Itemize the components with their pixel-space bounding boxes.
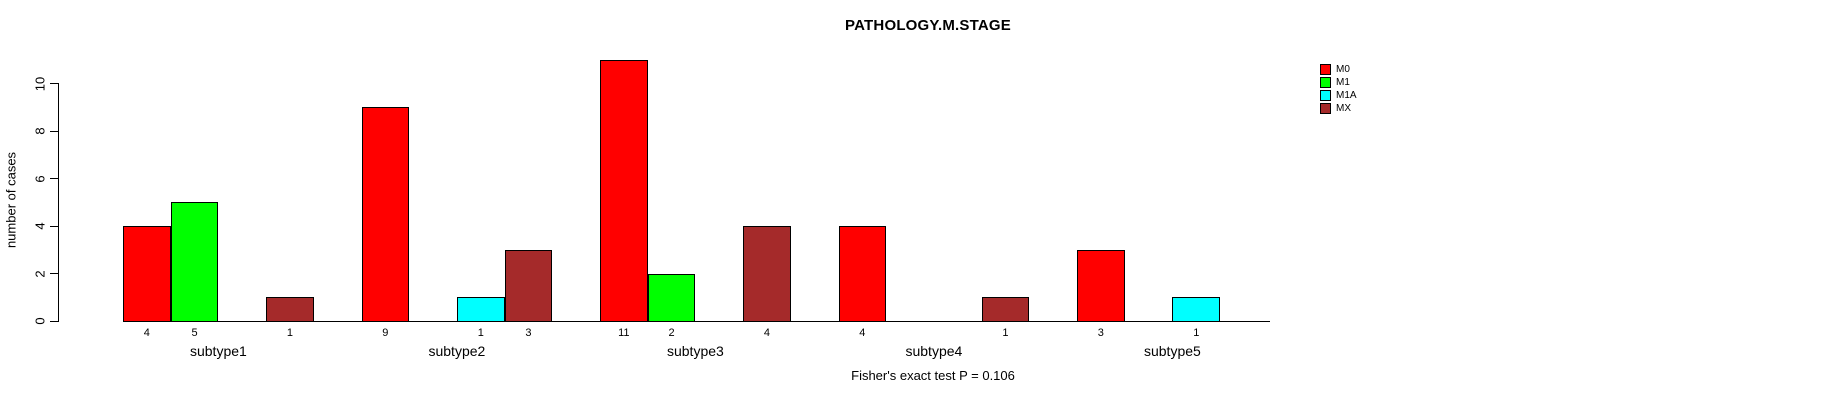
- bar-subtype1-MX: [266, 297, 314, 322]
- bar-value-label-subtype1-M0: 4: [143, 327, 150, 339]
- bar-value-label-subtype5-M1A: 1: [1193, 327, 1200, 339]
- legend-item-M1A: M1A: [1320, 89, 1357, 102]
- y-tick-label: 2: [32, 269, 48, 278]
- y-tick: [50, 83, 58, 84]
- bar-value-label-subtype2-M0: 9: [382, 327, 389, 339]
- legend-swatch-M1A: [1320, 90, 1331, 101]
- y-tick: [50, 178, 58, 179]
- bar-subtype4-M0: [838, 226, 887, 322]
- chart-title: PATHOLOGY.M.STAGE: [845, 17, 1011, 34]
- y-tick-label: 10: [32, 76, 48, 91]
- legend-label-M1: M1: [1336, 77, 1350, 88]
- x-axis-baseline: [123, 321, 1270, 322]
- y-tick: [50, 225, 58, 227]
- y-tick: [50, 273, 58, 274]
- legend-swatch-M1: [1320, 77, 1331, 88]
- bar-subtype3-M0: [600, 59, 648, 322]
- legend-label-M1A: M1A: [1336, 90, 1357, 101]
- bar-subtype5-M1A: [1172, 297, 1221, 322]
- bar-value-label-subtype1-MX: 1: [286, 327, 293, 339]
- category-label-subtype3: subtype3: [666, 343, 724, 359]
- category-label-subtype5: subtype5: [1143, 343, 1201, 359]
- y-axis-line: [58, 83, 59, 322]
- bar-subtype2-M0: [361, 107, 410, 322]
- bar-value-label-subtype3-M1: 2: [668, 327, 675, 339]
- annotation-text: Fisher's exact test P = 0.106: [851, 368, 1015, 383]
- bar-value-label-subtype4-MX: 1: [1002, 327, 1009, 339]
- bar-subtype1-M1: [170, 202, 219, 322]
- category-label-subtype1: subtype1: [189, 343, 247, 359]
- bar-value-label-subtype4-M0: 4: [859, 327, 866, 339]
- y-tick-label: 0: [32, 317, 48, 325]
- bar-value-label-subtype3-M0: 11: [618, 327, 630, 339]
- y-tick-label: 8: [32, 127, 48, 135]
- legend-item-M0: M0: [1320, 63, 1350, 76]
- y-tick-label: 6: [32, 174, 48, 183]
- legend-item-M1: M1: [1320, 76, 1350, 89]
- category-label-subtype4: subtype4: [905, 343, 963, 359]
- category-label-subtype2: subtype2: [428, 343, 486, 359]
- bar-subtype1-M0: [123, 226, 171, 322]
- bar-value-label-subtype1-M1: 5: [191, 327, 198, 339]
- bar-value-label-subtype5-M0: 3: [1097, 327, 1104, 339]
- bar-subtype3-MX: [743, 226, 791, 322]
- bar-subtype2-MX: [504, 249, 553, 322]
- y-tick: [50, 320, 58, 322]
- bar-subtype5-M0: [1077, 249, 1125, 322]
- legend-item-MX: MX: [1320, 102, 1351, 115]
- bar-value-label-subtype2-MX: 3: [525, 327, 532, 339]
- bar-value-label-subtype2-M1A: 1: [477, 327, 484, 339]
- bar-subtype3-M1: [647, 273, 696, 322]
- bar-subtype2-M1A: [456, 297, 505, 322]
- y-axis-title: number of cases: [3, 151, 19, 249]
- y-tick-label: 4: [32, 222, 48, 230]
- bar-subtype4-MX: [981, 297, 1030, 322]
- y-tick: [50, 130, 58, 132]
- legend-swatch-MX: [1320, 103, 1331, 114]
- legend-label-MX: MX: [1336, 103, 1351, 114]
- legend-label-M0: M0: [1336, 64, 1350, 75]
- bar-value-label-subtype3-MX: 4: [763, 327, 770, 339]
- legend-swatch-M0: [1320, 64, 1331, 75]
